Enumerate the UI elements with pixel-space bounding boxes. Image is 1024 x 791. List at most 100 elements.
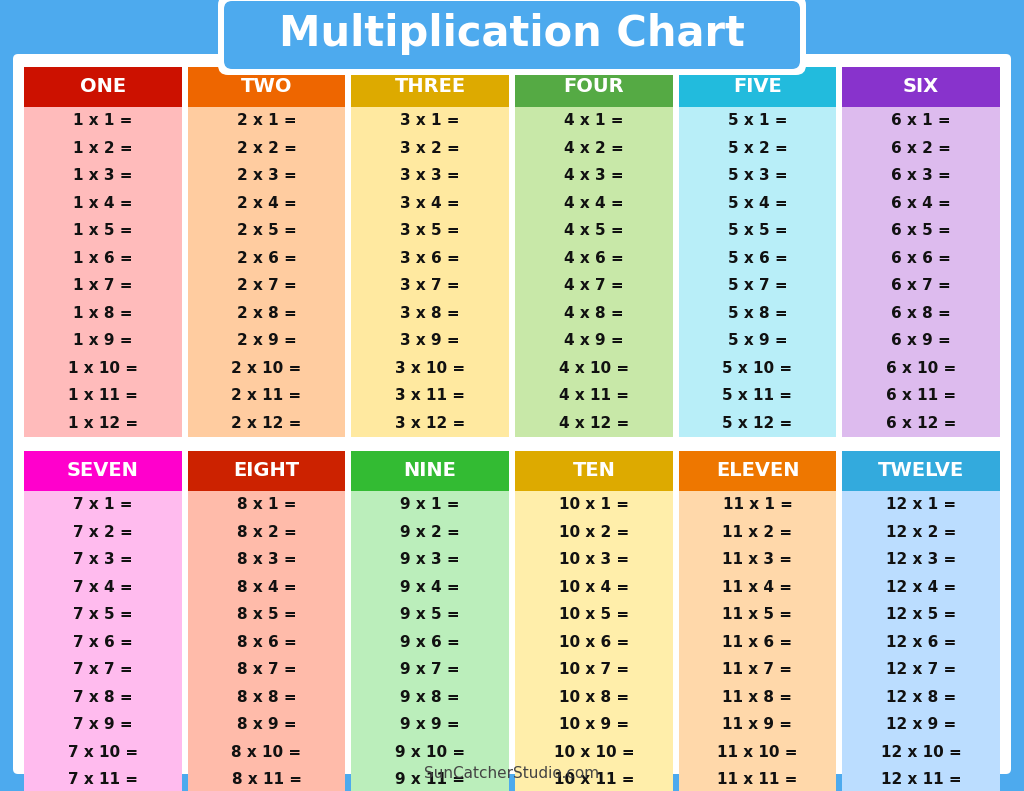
- Text: 7 x 2 =: 7 x 2 =: [73, 524, 133, 539]
- Text: 5 x 7 =: 5 x 7 =: [728, 278, 787, 293]
- Text: 9 x 5 =: 9 x 5 =: [400, 607, 460, 623]
- Text: Multiplication Chart: Multiplication Chart: [280, 13, 744, 55]
- Text: 5 x 10 =: 5 x 10 =: [723, 361, 793, 376]
- Text: 11 x 4 =: 11 x 4 =: [723, 580, 793, 595]
- Text: TWO: TWO: [241, 78, 292, 97]
- Text: 2 x 7 =: 2 x 7 =: [237, 278, 296, 293]
- Text: 7 x 3 =: 7 x 3 =: [73, 552, 133, 567]
- Text: 3 x 4 =: 3 x 4 =: [400, 195, 460, 210]
- Text: 4 x 12 =: 4 x 12 =: [559, 416, 629, 431]
- Text: 6 x 9 =: 6 x 9 =: [891, 333, 951, 348]
- Text: FOUR: FOUR: [563, 78, 625, 97]
- Bar: [24, 451, 181, 491]
- Text: 11 x 5 =: 11 x 5 =: [723, 607, 793, 623]
- Text: 10 x 3 =: 10 x 3 =: [559, 552, 629, 567]
- Bar: [351, 107, 509, 437]
- Text: 2 x 3 =: 2 x 3 =: [237, 168, 296, 184]
- Text: 9 x 2 =: 9 x 2 =: [400, 524, 460, 539]
- Text: TEN: TEN: [572, 461, 615, 480]
- Text: 3 x 11 =: 3 x 11 =: [395, 388, 465, 403]
- Text: 3 x 1 =: 3 x 1 =: [400, 113, 460, 128]
- Text: 1 x 10 =: 1 x 10 =: [68, 361, 138, 376]
- Text: 1 x 8 =: 1 x 8 =: [73, 306, 132, 320]
- Text: 12 x 6 =: 12 x 6 =: [886, 634, 956, 649]
- Text: 10 x 7 =: 10 x 7 =: [559, 662, 629, 677]
- Text: 3 x 2 =: 3 x 2 =: [400, 141, 460, 156]
- Text: 11 x 10 =: 11 x 10 =: [717, 745, 798, 759]
- Text: 9 x 6 =: 9 x 6 =: [400, 634, 460, 649]
- Text: 11 x 8 =: 11 x 8 =: [723, 690, 793, 705]
- Text: 8 x 8 =: 8 x 8 =: [237, 690, 296, 705]
- Text: 12 x 10 =: 12 x 10 =: [881, 745, 962, 759]
- Text: 9 x 8 =: 9 x 8 =: [400, 690, 460, 705]
- Text: 5 x 9 =: 5 x 9 =: [728, 333, 787, 348]
- Text: 2 x 2 =: 2 x 2 =: [237, 141, 296, 156]
- Text: SEVEN: SEVEN: [67, 461, 139, 480]
- Bar: [187, 107, 345, 437]
- Text: 2 x 6 =: 2 x 6 =: [237, 251, 296, 266]
- Text: 10 x 4 =: 10 x 4 =: [559, 580, 629, 595]
- Bar: [515, 67, 673, 107]
- Text: 11 x 11 =: 11 x 11 =: [718, 772, 798, 787]
- Text: 6 x 12 =: 6 x 12 =: [886, 416, 956, 431]
- Text: 2 x 5 =: 2 x 5 =: [237, 223, 296, 238]
- Text: 7 x 10 =: 7 x 10 =: [68, 745, 138, 759]
- Text: 4 x 2 =: 4 x 2 =: [564, 141, 624, 156]
- Text: 4 x 9 =: 4 x 9 =: [564, 333, 624, 348]
- Text: 5 x 6 =: 5 x 6 =: [728, 251, 787, 266]
- Text: 8 x 10 =: 8 x 10 =: [231, 745, 301, 759]
- Text: 1 x 11 =: 1 x 11 =: [68, 388, 138, 403]
- Bar: [187, 67, 345, 107]
- Text: 9 x 10 =: 9 x 10 =: [395, 745, 465, 759]
- Text: 9 x 9 =: 9 x 9 =: [400, 717, 460, 732]
- Text: 2 x 1 =: 2 x 1 =: [237, 113, 296, 128]
- Bar: [515, 107, 673, 437]
- Text: 4 x 10 =: 4 x 10 =: [559, 361, 629, 376]
- Text: 8 x 3 =: 8 x 3 =: [237, 552, 296, 567]
- Text: 6 x 3 =: 6 x 3 =: [891, 168, 951, 184]
- Text: 4 x 3 =: 4 x 3 =: [564, 168, 624, 184]
- Text: 9 x 3 =: 9 x 3 =: [400, 552, 460, 567]
- Text: 4 x 7 =: 4 x 7 =: [564, 278, 624, 293]
- Text: 11 x 9 =: 11 x 9 =: [723, 717, 793, 732]
- Text: 7 x 8 =: 7 x 8 =: [73, 690, 133, 705]
- Text: 11 x 7 =: 11 x 7 =: [723, 662, 793, 677]
- Text: 2 x 9 =: 2 x 9 =: [237, 333, 296, 348]
- Bar: [24, 107, 181, 437]
- Text: 8 x 7 =: 8 x 7 =: [237, 662, 296, 677]
- Text: 9 x 1 =: 9 x 1 =: [400, 498, 460, 513]
- Text: TWELVE: TWELVE: [878, 461, 965, 480]
- Text: 4 x 11 =: 4 x 11 =: [559, 388, 629, 403]
- Text: 1 x 7 =: 1 x 7 =: [73, 278, 132, 293]
- FancyBboxPatch shape: [224, 1, 800, 69]
- Text: EIGHT: EIGHT: [233, 461, 300, 480]
- Text: 5 x 3 =: 5 x 3 =: [728, 168, 787, 184]
- Text: 6 x 5 =: 6 x 5 =: [891, 223, 951, 238]
- Text: 6 x 4 =: 6 x 4 =: [891, 195, 951, 210]
- Text: 8 x 5 =: 8 x 5 =: [237, 607, 296, 623]
- Text: 1 x 9 =: 1 x 9 =: [73, 333, 132, 348]
- Text: 3 x 5 =: 3 x 5 =: [400, 223, 460, 238]
- Text: 1 x 3 =: 1 x 3 =: [73, 168, 132, 184]
- Text: SIX: SIX: [903, 78, 939, 97]
- Text: 3 x 8 =: 3 x 8 =: [400, 306, 460, 320]
- Text: 12 x 11 =: 12 x 11 =: [881, 772, 962, 787]
- Text: 10 x 8 =: 10 x 8 =: [559, 690, 629, 705]
- Text: 2 x 12 =: 2 x 12 =: [231, 416, 302, 431]
- Text: 7 x 7 =: 7 x 7 =: [73, 662, 133, 677]
- Text: 10 x 9 =: 10 x 9 =: [559, 717, 629, 732]
- Text: 6 x 8 =: 6 x 8 =: [891, 306, 951, 320]
- Text: 12 x 8 =: 12 x 8 =: [886, 690, 956, 705]
- Text: 11 x 2 =: 11 x 2 =: [723, 524, 793, 539]
- Text: 10 x 1 =: 10 x 1 =: [559, 498, 629, 513]
- Bar: [515, 451, 673, 491]
- Text: 5 x 11 =: 5 x 11 =: [723, 388, 793, 403]
- FancyBboxPatch shape: [218, 0, 806, 75]
- Bar: [843, 107, 1000, 437]
- Text: 6 x 6 =: 6 x 6 =: [891, 251, 951, 266]
- Bar: [843, 451, 1000, 491]
- Text: 5 x 8 =: 5 x 8 =: [728, 306, 787, 320]
- Text: 7 x 11 =: 7 x 11 =: [68, 772, 138, 787]
- Text: 3 x 7 =: 3 x 7 =: [400, 278, 460, 293]
- Text: 1 x 12 =: 1 x 12 =: [68, 416, 138, 431]
